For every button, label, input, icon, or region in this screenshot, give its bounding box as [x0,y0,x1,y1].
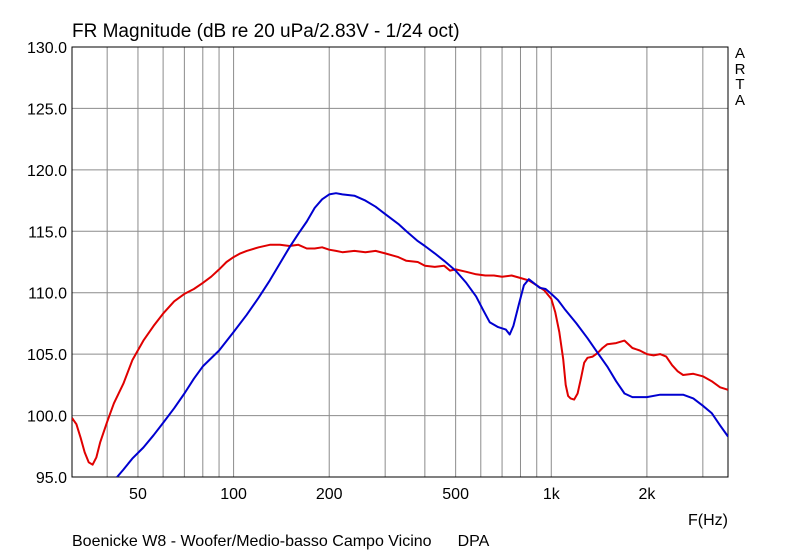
chart-title: FR Magnitude (dB re 20 uPa/2.83V - 1/24 … [72,21,460,42]
x-axis-label: F(Hz) [688,512,728,529]
series-line-2 [116,192,728,477]
brand-letter: T [735,76,745,93]
brand-letter: R [734,60,746,78]
y-tick-label: 115.0 [28,224,67,241]
footer-method: DPA [457,533,490,550]
chart-footer: Boenicke W8 - Woofer/Medio-basso Campo V… [72,533,489,551]
series-line-1 [72,243,728,466]
x-tick-label: 500 [442,486,469,503]
x-tick-label: 100 [220,486,247,503]
x-tick-label: 200 [316,486,343,503]
footer-caption: Boenicke W8 - Woofer/Medio-basso Campo V… [72,533,432,550]
x-tick-label: 1k [543,486,561,503]
x-tick-label: 2k [638,486,656,503]
brand-letter: A [734,45,745,62]
plot-frame [71,46,729,478]
y-tick-label: 100.0 [27,409,67,426]
y-tick-label: 120.0 [27,163,67,180]
y-tick-label: 110.0 [28,286,67,303]
arta-brand-label: A R T A [733,46,747,108]
y-tick-label: 125.0 [27,101,67,118]
brand-letter: A [734,91,745,109]
y-tick-label: 95.0 [36,470,67,487]
x-tick-label: 50 [129,486,147,503]
y-tick-label: 130.0 [27,40,67,57]
y-tick-label: 105.0 [27,347,67,364]
